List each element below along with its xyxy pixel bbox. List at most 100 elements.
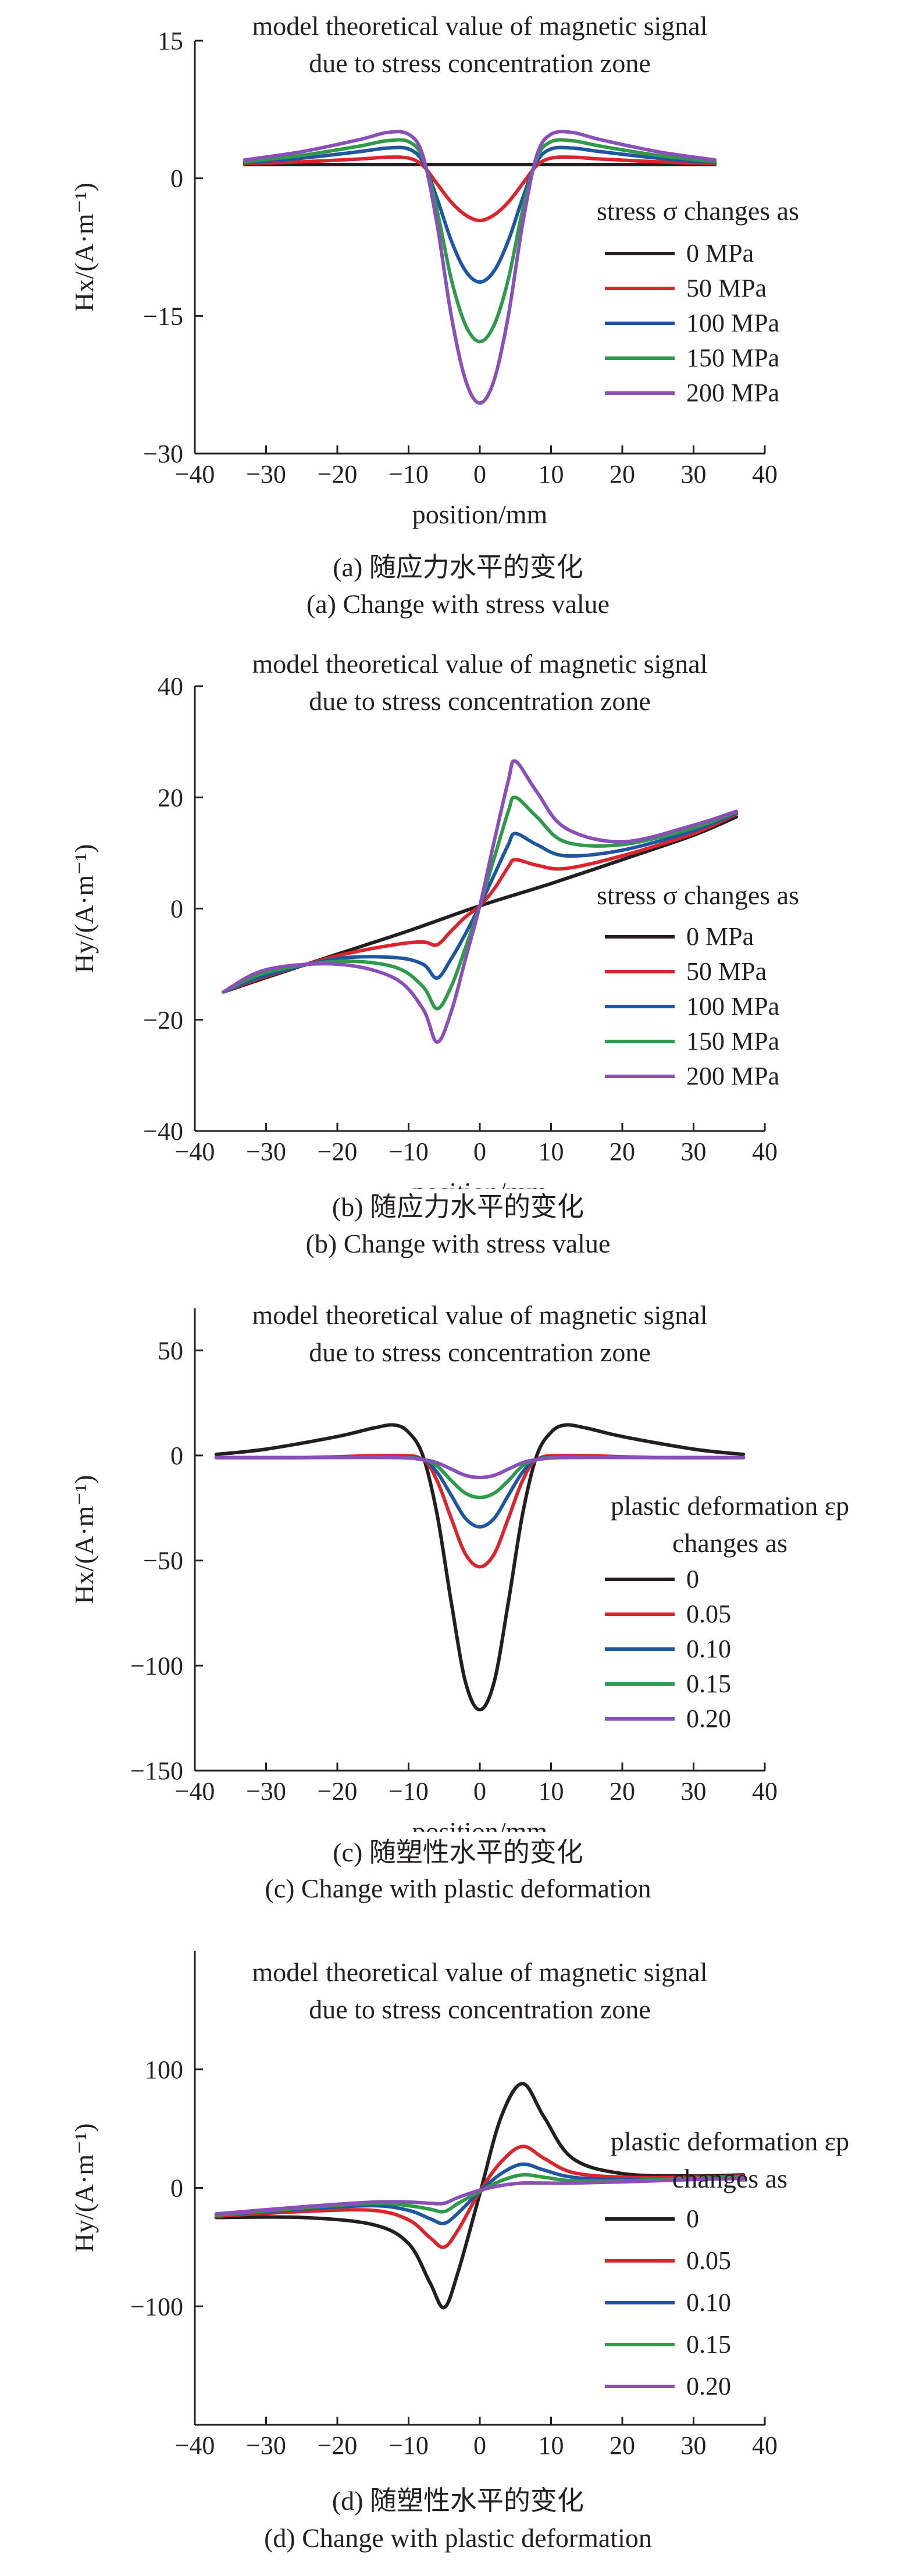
chart-a-x-tick-label: 40 <box>752 460 778 488</box>
chart-c-x-tick-label: −10 <box>389 1777 429 1806</box>
chart-d-x-tick-label: −20 <box>318 2431 358 2460</box>
chart-b-title-line: model theoretical value of magnetic sign… <box>252 649 708 679</box>
chart-d-y-tick-label: −100 <box>130 2292 183 2321</box>
chart-c-legend-title: changes as <box>672 1528 787 1558</box>
chart-c-x-tick-label: 10 <box>539 1777 564 1806</box>
chart-a-legend-label: 150 MPa <box>686 344 779 372</box>
chart-b-x-tick-label: −10 <box>389 1137 429 1166</box>
chart-a-y-tick-label: −15 <box>143 302 183 330</box>
chart-d-y-tick-label: 100 <box>145 2056 183 2084</box>
chart-a-y-tick-label: 15 <box>158 27 183 55</box>
chart-a-x-tick-label: 10 <box>539 460 564 488</box>
chart-a-x-tick-label: 30 <box>681 460 707 488</box>
chart-d-x-label: position/mm <box>412 2471 548 2474</box>
chart-a-x-tick-label: −40 <box>175 460 215 488</box>
chart-a-x-label: position/mm <box>412 499 548 529</box>
chart-b-y-tick-label: −20 <box>143 1006 183 1034</box>
chart-c-x-label: position/mm <box>412 1817 548 1832</box>
chart-d-y-tick-label: 0 <box>170 2174 183 2203</box>
chart-d-x-tick-label: 40 <box>752 2431 778 2460</box>
chart-a-y-tick-label: −30 <box>143 440 183 468</box>
chart-c-y-tick-label: −50 <box>143 1547 183 1575</box>
chart-c-x-tick-label: 20 <box>610 1777 635 1806</box>
chart-a-x-tick-label: −30 <box>246 460 286 488</box>
chart-a-legend-label: 200 MPa <box>686 379 779 407</box>
chart-b-x-tick-label: 10 <box>539 1137 564 1166</box>
chart-d-x-tick-label: −40 <box>175 2431 215 2460</box>
chart-d-legend-label: 0 <box>686 2204 699 2233</box>
chart-c-title-line: due to stress concentration zone <box>309 1337 651 1367</box>
chart-d-y-label: Hy/(A·m⁻¹) <box>69 2123 99 2252</box>
chart-d-series-line <box>214 2177 746 2216</box>
chart-a-series-line <box>243 138 717 344</box>
chart-b-x-label: position/mm <box>412 1177 548 1189</box>
caption-c-en: (c) Change with plastic deformation <box>265 1874 651 1903</box>
chart-c-svg: −40 −30 −20 −10 0 10 20 30 40500−50−100−150posit… <box>69 1300 849 1832</box>
chart-a-x-tick-label: −20 <box>318 460 358 488</box>
chart-a-legend-label: 50 MPa <box>686 274 767 302</box>
chart-a-y-label: Hx/(A·m⁻¹) <box>69 183 99 312</box>
chart-b-legend-title: stress σ changes as <box>597 880 799 910</box>
chart-c-y-tick-label: 0 <box>170 1442 183 1470</box>
chart-b-y-tick-label: 0 <box>170 895 183 923</box>
chart-d-x-tick-label: 30 <box>681 2431 707 2460</box>
chart-c-series-line <box>214 1423 746 1712</box>
chart-panel-a: −40 −30 −20 −10 0 10 20 30 40 15 0 −15 −30 position/m… <box>0 0 916 640</box>
chart-a-x-tick-label: 20 <box>610 460 635 488</box>
chart-b-title-line: due to stress concentration zone <box>309 686 651 716</box>
chart-c-legend-title: plastic deformation εp <box>611 1491 849 1521</box>
chart-c-series-line <box>214 1455 746 1479</box>
chart-d-legend-title: plastic deformation εp <box>611 2127 849 2156</box>
chart-b-y-label: Hy/(A·m⁻¹) <box>69 844 99 973</box>
caption-d-en: (d) Change with plastic deformation <box>264 2523 652 2553</box>
chart-b-x-tick-label: 30 <box>681 1137 707 1166</box>
chart-b-x-tick-label: 0 <box>473 1137 486 1166</box>
chart-c-legend-label: 0.15 <box>686 1669 731 1698</box>
chart-d-legend-label: 0.05 <box>686 2246 731 2275</box>
chart-a-legend-label: 100 MPa <box>686 309 779 337</box>
chart-panel-b: −40 −30 −20 −10 0 10 20 30 40 40 20 0 −20 −40 position… <box>0 640 916 1282</box>
chart-c-y-tick-label: −150 <box>130 1757 183 1785</box>
chart-c-legend-label: 0.10 <box>686 1635 731 1663</box>
caption-b-zh: (b) 随应力水平的变化 <box>332 1192 584 1222</box>
caption-a-zh: (a) 随应力水平的变化 <box>333 552 583 582</box>
chart-d-series-line <box>214 2082 746 2310</box>
chart-d-x-tick-label: 20 <box>610 2431 635 2460</box>
chart-b-x-tick-label: −20 <box>318 1137 358 1166</box>
chart-b-svg: −40 −30 −20 −10 0 10 20 30 40 40 20 0 −20 −40 position… <box>69 649 799 1189</box>
chart-c-x-tick-label: −30 <box>246 1777 286 1806</box>
chart-b-legend-label: 50 MPa <box>686 957 767 986</box>
chart-d-x-tick-label: 0 <box>473 2431 486 2460</box>
chart-d-x-tick-label: −30 <box>246 2431 286 2460</box>
chart-b-y-tick-label: −40 <box>143 1117 183 1146</box>
chart-c-legend-label: 0.20 <box>686 1704 731 1733</box>
chart-d-title-line: due to stress concentration zone <box>309 1995 651 2024</box>
chart-d-legend-label: 0.15 <box>686 2330 731 2359</box>
chart-a-series-line <box>243 130 717 405</box>
chart-d-legend-label: 0.20 <box>686 2372 731 2400</box>
chart-a-legend-label: 0 MPa <box>686 239 754 267</box>
chart-d-x-tick-label: 10 <box>539 2431 564 2460</box>
chart-c-y-tick-label: −100 <box>130 1651 183 1680</box>
chart-panel-c: −40 −30 −20 −10 0 10 20 30 40 50 0 −50 −100 −150 posit… <box>0 1282 916 1925</box>
chart-b-legend-label: 0 MPa <box>686 922 754 951</box>
chart-c-y-tick-label: 50 <box>158 1336 183 1365</box>
chart-c-y-label: Hx/(A·m⁻¹) <box>69 1475 99 1604</box>
chart-d-legend-label: 0.10 <box>686 2288 731 2317</box>
chart-c-title-line: model theoretical value of magnetic sign… <box>252 1300 708 1330</box>
chart-d-title-line: model theoretical value of magnetic sign… <box>252 1957 708 1987</box>
chart-d-svg: −40−30−20−100102030401000−100position/mm… <box>69 1951 849 2474</box>
chart-c-legend-label: 0 <box>686 1565 699 1593</box>
chart-b-x-tick-label: 20 <box>610 1137 635 1166</box>
chart-c-x-tick-label: 30 <box>681 1777 707 1806</box>
chart-c-x-tick-label: −20 <box>318 1777 358 1806</box>
chart-d-legend-title: changes as <box>672 2164 787 2193</box>
caption-d-zh: (d) 随塑性水平的变化 <box>332 2486 584 2516</box>
chart-b-legend-label: 100 MPa <box>686 992 779 1021</box>
chart-c-x-tick-label: −40 <box>175 1777 215 1806</box>
chart-b-y-tick-label: 20 <box>158 783 183 812</box>
caption-c-zh: (c) 随塑性水平的变化 <box>333 1838 583 1867</box>
chart-a-svg: −40 −30 −20 −10 0 10 20 30 40150−15−30position/m… <box>69 11 799 529</box>
chart-c-x-tick-label: 0 <box>473 1777 486 1806</box>
chart-b-x-tick-label: −40 <box>175 1137 215 1166</box>
